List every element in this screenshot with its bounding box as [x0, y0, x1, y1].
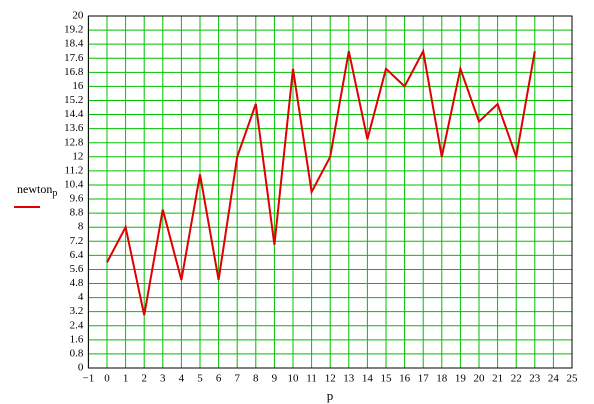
- x-tick-label: 25: [567, 373, 579, 385]
- y-tick-label: 0.8: [70, 347, 84, 359]
- y-tick-label: 20: [72, 10, 84, 22]
- x-tick-label: 23: [529, 373, 541, 385]
- grid: [87, 15, 573, 369]
- x-tick-label: 13: [343, 373, 355, 385]
- x-tick-label: 7: [234, 373, 240, 385]
- y-tick-label: 19.2: [64, 24, 83, 36]
- x-tick-label: 9: [272, 373, 278, 385]
- x-tick-label: 21: [492, 373, 503, 385]
- x-tick-label: 16: [399, 373, 411, 385]
- y-tick-label: 8.8: [70, 207, 84, 219]
- y-tick-label: 0: [78, 362, 84, 374]
- x-tick-label: 4: [179, 373, 185, 385]
- x-tick-label: 8: [253, 373, 259, 385]
- x-tick-label: 15: [381, 373, 393, 385]
- x-tick-label: 6: [216, 373, 222, 385]
- legend-subscript: p: [52, 188, 57, 199]
- x-tick-label: 18: [436, 373, 448, 385]
- y-tick-label: 4.8: [70, 277, 84, 289]
- y-tick-label: 6.4: [70, 249, 84, 261]
- y-tick-label: 16: [72, 80, 84, 92]
- y-tick-label: 13.6: [64, 122, 84, 134]
- y-tick-label: 17.6: [64, 52, 84, 64]
- x-tick-label: −1: [83, 373, 95, 385]
- legend-name: newton: [17, 182, 52, 196]
- x-tick-label: 3: [160, 373, 166, 385]
- y-tick-label: 2.4: [70, 319, 84, 331]
- x-tick-label: 10: [288, 373, 300, 385]
- y-tick-label: 5.6: [70, 263, 84, 275]
- x-tick-label: 20: [474, 373, 486, 385]
- x-tick-label: 2: [141, 373, 147, 385]
- y-tick-label: 3.2: [70, 305, 84, 317]
- x-tick-label: 0: [104, 373, 110, 385]
- x-tick-label: 11: [306, 373, 317, 385]
- plot-frame: [87, 15, 573, 369]
- y-tick-label: 14.4: [64, 108, 84, 120]
- x-tick-label: 19: [455, 373, 467, 385]
- x-tick-label: 22: [511, 373, 522, 385]
- y-tick-label: 9.6: [70, 193, 84, 205]
- x-tick-label: 5: [197, 373, 203, 385]
- y-tick-label: 16.8: [64, 66, 84, 78]
- data-line: [106, 48, 536, 316]
- x-tick-label: 1: [123, 373, 129, 385]
- x-tick-label: 14: [362, 373, 374, 385]
- y-tick-label: 11.2: [65, 164, 84, 176]
- y-tick-label: 1.6: [70, 333, 84, 345]
- y-tick-label: 15.2: [64, 94, 83, 106]
- x-tick-label: 24: [548, 373, 560, 385]
- y-tick-label: 12: [72, 150, 83, 162]
- y-tick-label: 10.4: [64, 178, 84, 190]
- x-tick-label: 12: [325, 373, 336, 385]
- y-tick-label: 18.4: [64, 38, 84, 50]
- x-axis-label: p: [327, 388, 334, 403]
- y-tick-label: 12.8: [64, 136, 84, 148]
- x-tick-label: 17: [418, 373, 430, 385]
- legend-label: newtonp: [17, 182, 57, 200]
- y-tick-label: 8: [78, 221, 84, 233]
- y-tick-label: 4: [78, 291, 84, 303]
- y-tick-label: 7.2: [70, 235, 84, 247]
